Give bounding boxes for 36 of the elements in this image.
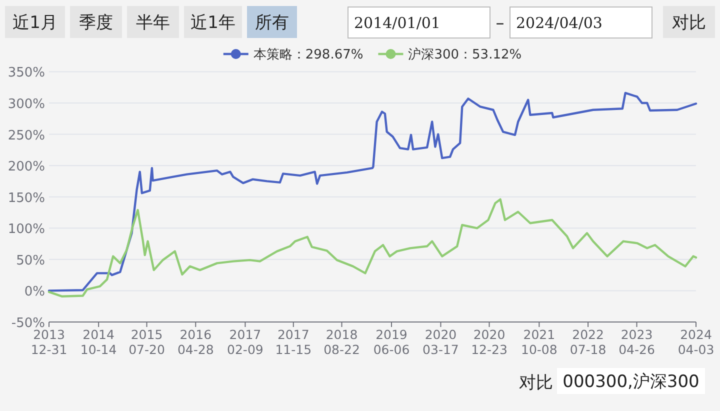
y-tick-label: 150%	[8, 190, 45, 206]
x-tick-label: 2016 04-28	[177, 327, 214, 357]
x-tick-label: 2024 04-03	[678, 327, 714, 357]
text: 近1月	[12, 13, 58, 34]
x-tick-label: 2014 10-14	[80, 327, 117, 357]
x-tick-label: 2017 11-15	[275, 327, 312, 357]
text: 对比	[519, 373, 553, 394]
y-tick-label: 350%	[8, 66, 45, 81]
x-tick-label: 2018 08-22	[324, 327, 360, 357]
text: 2014/01/01	[354, 14, 440, 32]
x-tick-label: 2021 10-08	[521, 327, 558, 357]
text: –	[496, 14, 504, 34]
y-tick-label: 100%	[8, 222, 45, 238]
y-tick-label: 200%	[8, 160, 45, 175]
text: 2024/04/03	[516, 14, 602, 32]
x-tick-label: 2017 02-09	[227, 327, 264, 357]
text: 000300,沪深300	[562, 372, 700, 392]
y-tick-label: 250%	[8, 128, 45, 144]
y-tick-label: 300%	[8, 96, 45, 112]
x-tick-label: 2019 06-06	[373, 327, 410, 357]
legend-label: 本策略：298.67%	[253, 48, 364, 62]
legend-label: 沪深300：53.12%	[408, 46, 522, 62]
text: 半年	[136, 13, 170, 34]
text: 所有	[255, 13, 289, 34]
y-tick-label: 50%	[16, 253, 45, 268]
text: 近1年	[190, 13, 236, 34]
x-tick-label: 2023 04-26	[618, 327, 655, 357]
x-tick-label: 2020 03-17	[422, 327, 459, 357]
x-tick-label: 2020 12-23	[471, 327, 508, 357]
text: 对比	[672, 13, 706, 34]
x-tick-label: 2022 07-18	[570, 327, 606, 357]
line-series	[48, 92, 698, 292]
text: 季度	[79, 13, 113, 34]
line-series	[48, 198, 698, 298]
x-tick-label: 2015 07-20	[128, 327, 165, 357]
y-tick-label: 0%	[24, 284, 45, 300]
